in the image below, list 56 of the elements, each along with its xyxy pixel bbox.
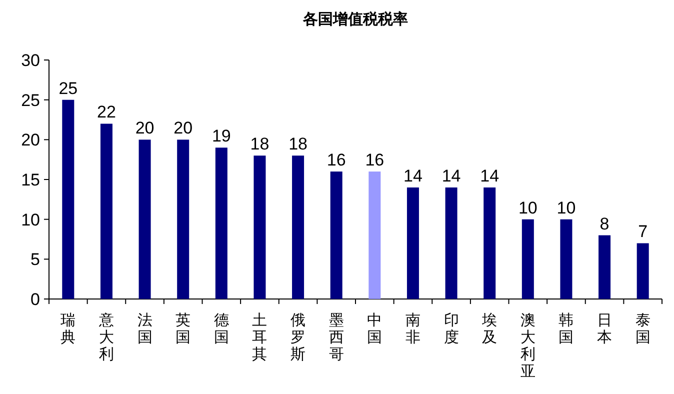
bar xyxy=(406,187,419,299)
data-label: 8 xyxy=(600,214,610,234)
bar xyxy=(62,100,74,299)
bar xyxy=(138,140,151,299)
x-tick-label: 泰国 xyxy=(635,311,650,346)
data-label: 10 xyxy=(518,198,538,218)
y-tick-label: 15 xyxy=(21,170,40,190)
x-tick-label: 瑞典 xyxy=(60,311,76,346)
x-tick-label: 墨西哥 xyxy=(328,311,344,363)
x-tick-label: 澳大利亚 xyxy=(520,311,536,380)
x-tick-label: 土耳其 xyxy=(252,311,268,363)
data-label: 18 xyxy=(288,134,308,154)
y-tick-label: 20 xyxy=(21,130,40,150)
data-label: 16 xyxy=(365,150,384,170)
bar xyxy=(368,172,381,299)
x-tick-label: 中国 xyxy=(367,311,382,346)
bar xyxy=(484,187,496,299)
x-tick-label: 南非 xyxy=(405,311,420,346)
y-tick-label: 30 xyxy=(21,51,40,70)
data-label: 14 xyxy=(442,166,461,186)
data-label: 14 xyxy=(404,166,422,186)
y-tick-label: 10 xyxy=(21,210,40,230)
bar xyxy=(445,187,458,299)
bar xyxy=(636,243,649,299)
bar xyxy=(292,156,304,299)
x-tick-label: 埃及 xyxy=(481,311,498,346)
bar xyxy=(100,124,112,299)
x-tick-label: 日本 xyxy=(597,311,612,346)
bar xyxy=(522,219,534,299)
data-label: 10 xyxy=(556,198,576,218)
data-label: 16 xyxy=(326,150,346,170)
y-tick-label: 5 xyxy=(30,250,40,270)
y-tick-label: 0 xyxy=(30,290,40,309)
bar xyxy=(215,148,228,299)
x-tick-label: 俄罗斯 xyxy=(290,311,306,363)
bar xyxy=(598,235,611,299)
bar xyxy=(177,140,190,299)
x-tick-label: 意大利 xyxy=(98,311,114,363)
bar xyxy=(560,219,572,299)
data-label: 18 xyxy=(250,134,270,154)
data-label: 22 xyxy=(97,102,116,122)
bar xyxy=(254,156,266,299)
data-label: 20 xyxy=(135,118,154,138)
x-tick-label: 法国 xyxy=(137,311,152,346)
bar xyxy=(330,172,342,299)
chart-title: 各国增值税税率 xyxy=(302,10,408,28)
x-tick-label: 韩国 xyxy=(558,311,574,346)
data-label: 25 xyxy=(58,78,78,98)
data-label: 19 xyxy=(212,126,231,146)
data-label: 20 xyxy=(174,118,193,138)
x-tick-label: 英国 xyxy=(176,311,191,346)
y-tick-label: 25 xyxy=(21,90,40,110)
data-label: 14 xyxy=(480,166,500,186)
x-tick-label: 德国 xyxy=(214,311,229,346)
data-label: 7 xyxy=(638,222,648,242)
x-tick-label: 印度 xyxy=(444,311,459,346)
